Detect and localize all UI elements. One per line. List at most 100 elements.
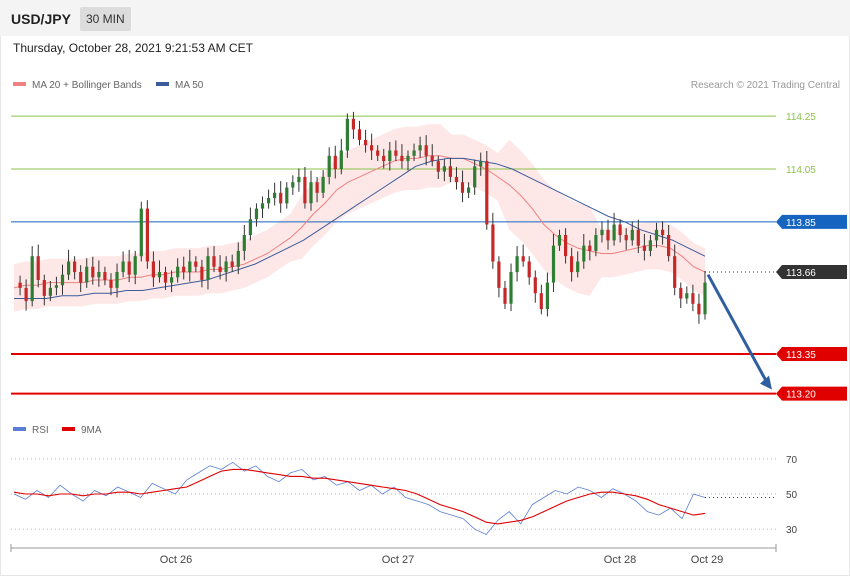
candle-body [691,293,695,304]
candle-body [188,261,192,273]
legend-rsi: RSI [13,425,49,436]
timestamp: Thursday, October 28, 2021 9:21:53 AM CE… [13,41,253,55]
candle-body [473,166,477,188]
level-tag-bg [776,265,847,280]
forecast-arrow-head [760,375,772,390]
rsi-ma-legend-label: 9MA [81,425,102,436]
forecast-arrow-shaft [706,273,769,384]
candle-body [430,155,434,162]
candle-body [145,208,149,262]
candle-body [412,150,416,156]
candle-body [42,280,46,296]
candle-body [661,229,665,236]
candle-body [654,229,659,241]
candle-body [85,266,89,283]
candle-body [97,272,101,278]
timeframe-badge[interactable]: 30 MIN [80,7,131,31]
rsi-tick-label: 50 [786,490,798,501]
level-tag-113.35: 113.35 [776,346,847,361]
candle-body [551,245,556,283]
candle-body [170,277,174,283]
candle-body [206,256,210,280]
candle-body [667,235,671,257]
candle-body [509,272,513,304]
bollinger-band [14,124,705,312]
rsi-series-9MA [13,468,706,525]
candle-body [479,161,483,167]
candle-body [600,229,604,236]
candle-body [115,272,119,288]
candle-body [376,150,380,156]
candle-body [345,118,349,151]
candle-body [400,155,404,162]
candle-body [79,272,83,283]
candle-body [612,224,616,241]
candle-body [236,250,240,267]
candle-body [273,192,277,199]
candle-body [133,256,137,275]
candle-body [697,303,701,315]
candle-body [527,261,531,278]
candle-body [139,208,143,257]
candle-body [618,224,622,236]
candle-body [448,166,452,177]
level-tag-bg [776,214,847,229]
candle-body [297,176,301,183]
candle-body [491,224,495,262]
candle-body [30,256,34,302]
candle-body [521,256,525,262]
candle-body [382,155,386,162]
candle-body [351,118,355,130]
candle-body [557,235,562,246]
x-tick-label: Oct 28 [604,554,636,566]
candle-body [260,203,265,209]
candle-body [303,176,307,204]
level-tag-text: 113.66 [786,268,816,279]
candle-body [624,235,628,241]
candle-body [230,261,234,267]
candle-body [685,293,689,299]
candle-body [467,187,471,193]
candle-body [54,285,58,288]
candle-body [176,266,180,278]
x-tick-label: Oct 27 [382,554,414,566]
candle-body [218,266,222,272]
candle-body [182,266,186,272]
candle-body [418,145,422,151]
rsi-tick-label: 30 [786,525,798,536]
level-tag-text: 113.85 [786,218,816,229]
candle-body [121,261,125,273]
candle-body [582,245,586,262]
candle-body [279,192,283,204]
candle-body [545,282,549,309]
candle-body [151,261,155,278]
candle-body [291,182,295,188]
candle-body [606,229,610,241]
legend-rsi-ma: 9MA [62,425,102,436]
level-tag-113.85: 113.85 [776,214,847,229]
candle-body [497,261,501,288]
candle-body [194,261,198,267]
candle-body [24,287,28,302]
candle-body [103,272,107,280]
candle-body [503,287,507,304]
chart-header: USD/JPY 30 MIN [0,0,850,36]
ma20-swatch [13,82,26,87]
candle-body [248,219,252,236]
ma20-legend-label: MA 20 + Bollinger Bands [32,80,142,91]
candle-body [364,139,368,146]
level-tag-114.05: 114.05 [786,165,816,176]
candle-body [73,261,77,273]
rsi-swatch [13,427,26,432]
level-tag-bg [776,346,847,361]
candle-body [321,176,325,193]
candle-body [394,150,398,156]
candle-body [242,235,246,251]
candle-body [212,256,216,267]
candle-body [224,261,228,273]
candle-body [424,145,428,156]
candles [18,111,707,324]
level-tag-113.20: 113.20 [776,386,847,401]
candle-body [630,229,634,241]
